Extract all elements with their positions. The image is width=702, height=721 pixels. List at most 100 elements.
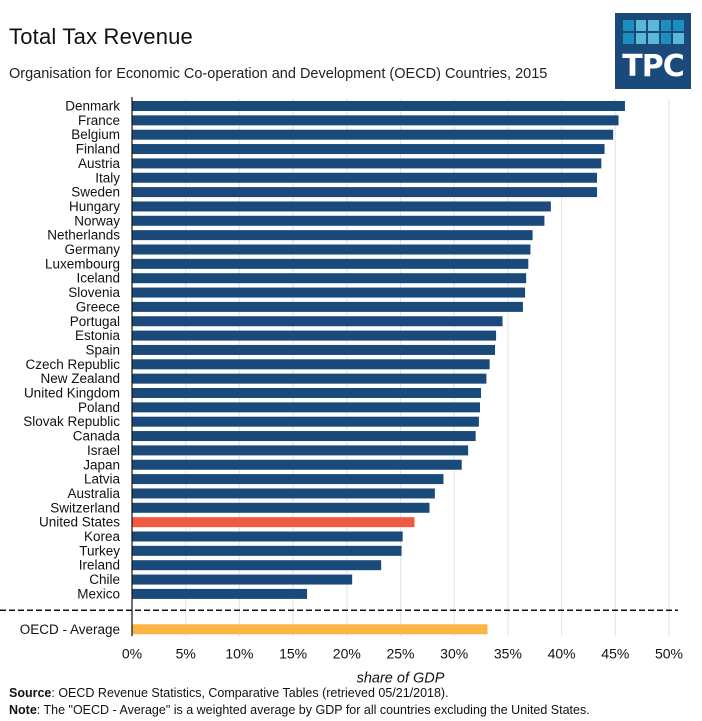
- bar: [132, 144, 605, 155]
- x-tick-label: 35%: [494, 645, 522, 661]
- category-label: Denmark: [65, 99, 120, 114]
- bar: [132, 445, 469, 456]
- logo-text: TPC: [622, 49, 684, 84]
- bar: [132, 115, 619, 126]
- note-text: : The "OECD - Average" is a weighted ave…: [36, 703, 590, 717]
- logo-cell: [673, 33, 684, 44]
- bar: [132, 129, 614, 140]
- category-label: Slovenia: [68, 285, 120, 300]
- bar: [132, 316, 503, 327]
- category-label: Slovak Republic: [23, 414, 120, 429]
- category-label: Finland: [76, 142, 120, 157]
- x-tick-label: 40%: [548, 645, 576, 661]
- category-label: New Zealand: [40, 371, 120, 386]
- bar: [132, 101, 625, 111]
- bar: [132, 588, 308, 599]
- category-label: Switzerland: [50, 500, 120, 515]
- category-label: United Kingdom: [24, 386, 120, 401]
- logo-cell: [635, 20, 646, 31]
- bar: [132, 201, 551, 212]
- logo-cell: [648, 33, 659, 44]
- x-tick-label: 30%: [440, 645, 468, 661]
- category-label: Turkey: [79, 543, 120, 558]
- bar: [132, 215, 545, 226]
- bar: [132, 359, 490, 370]
- category-label: Spain: [85, 342, 120, 357]
- bar: [132, 488, 435, 499]
- x-tick-label: 5%: [176, 645, 196, 661]
- bar: [132, 244, 531, 255]
- source-label: Source: [9, 686, 52, 700]
- category-label: Israel: [87, 443, 120, 458]
- logo-cell: [623, 33, 634, 44]
- logo-cell: [635, 33, 646, 44]
- category-label: Mexico: [77, 586, 120, 601]
- bar: [132, 560, 382, 571]
- category-label: Latvia: [84, 472, 121, 487]
- category-label: United States: [39, 515, 120, 530]
- x-tick-label: 50%: [655, 645, 683, 661]
- average-label: OECD - Average: [20, 622, 120, 637]
- category-label: Luxembourg: [45, 256, 120, 271]
- bar: [132, 416, 479, 427]
- bar: [132, 344, 496, 355]
- note-label: Note: [9, 703, 37, 717]
- category-label: Germany: [64, 242, 120, 257]
- category-label: Ireland: [79, 558, 120, 573]
- bar: [132, 431, 476, 442]
- bar: [132, 287, 526, 298]
- x-tick-label: 0%: [122, 645, 142, 661]
- source-note: Source: OECD Revenue Statistics, Compara…: [9, 686, 449, 700]
- bar: [132, 187, 598, 198]
- footnote: Note: The "OECD - Average" is a weighted…: [9, 703, 590, 717]
- bar: [132, 230, 533, 241]
- category-label: France: [78, 113, 120, 128]
- bar: [132, 517, 415, 528]
- category-label: Belgium: [71, 127, 120, 142]
- category-label: Iceland: [76, 271, 120, 286]
- logo-cell: [660, 20, 671, 31]
- x-tick-label: 20%: [333, 645, 361, 661]
- logo-cell: [660, 33, 671, 44]
- category-label: Japan: [83, 457, 120, 472]
- category-label: Hungary: [69, 199, 120, 214]
- category-label: Czech Republic: [25, 357, 120, 372]
- category-label: Sweden: [71, 185, 120, 200]
- logo-cell: [673, 20, 684, 31]
- category-label: Australia: [67, 486, 120, 501]
- category-label: Korea: [84, 529, 121, 544]
- x-tick-label: 45%: [601, 645, 629, 661]
- bar: [132, 172, 598, 183]
- logo-cell: [623, 20, 634, 31]
- bar-chart: DenmarkFranceBelgiumFinlandAustriaItalyS…: [0, 97, 683, 685]
- bar: [132, 273, 527, 284]
- category-label: Portugal: [70, 314, 120, 329]
- bar: [132, 330, 497, 341]
- category-label: Norway: [74, 213, 120, 228]
- bar: [132, 531, 403, 542]
- tpc-logo: TPC: [615, 13, 691, 89]
- source-text: : OECD Revenue Statistics, Comparative T…: [51, 686, 449, 700]
- bar: [132, 474, 444, 485]
- bar: [132, 388, 482, 398]
- x-tick-label: 25%: [386, 645, 414, 661]
- category-label: Italy: [95, 170, 120, 185]
- x-tick-label: 15%: [279, 645, 307, 661]
- logo-cell: [648, 20, 659, 31]
- bar: [132, 502, 430, 513]
- bar: [132, 574, 353, 585]
- category-label: Chile: [89, 572, 120, 587]
- category-label: Austria: [78, 156, 121, 171]
- bar: [132, 402, 480, 413]
- bar: [132, 545, 402, 556]
- bar: [132, 258, 529, 269]
- bar: [132, 301, 523, 312]
- category-label: Greece: [76, 299, 120, 314]
- bar: [132, 158, 602, 169]
- category-label: Netherlands: [47, 228, 120, 243]
- x-axis-label: share of GDP: [357, 670, 445, 685]
- bar: [132, 459, 462, 470]
- bar: [132, 373, 487, 384]
- category-label: Canada: [73, 429, 121, 444]
- chart-title: Total Tax Revenue: [9, 24, 193, 49]
